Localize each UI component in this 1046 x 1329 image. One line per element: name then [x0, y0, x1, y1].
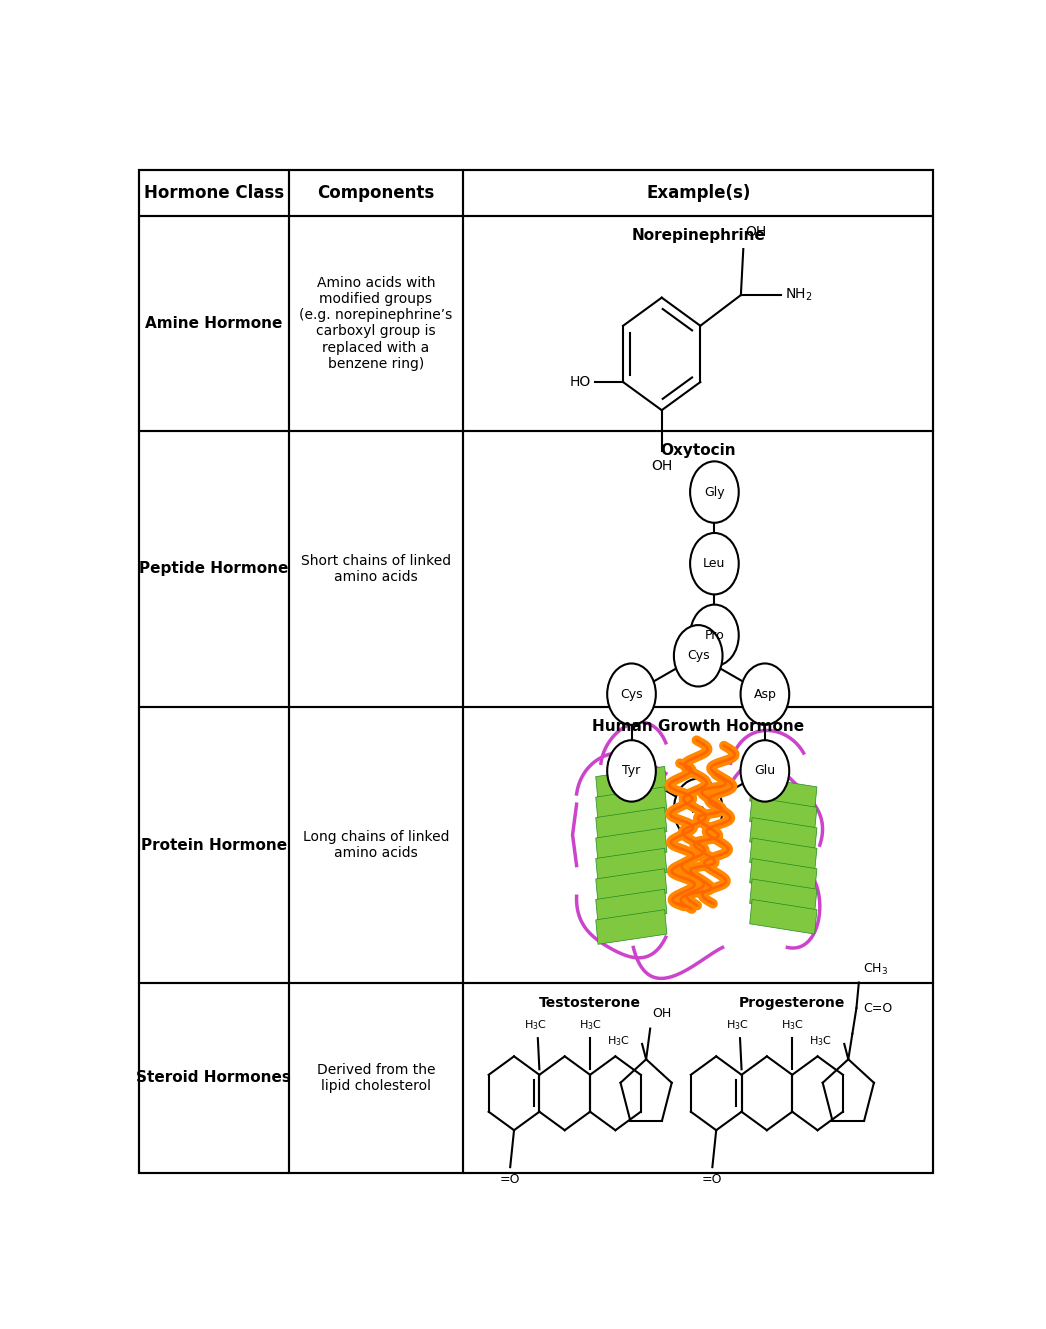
Polygon shape [750, 839, 817, 873]
Circle shape [690, 605, 738, 666]
Text: Cys: Cys [620, 687, 643, 700]
Text: H$_3$C: H$_3$C [810, 1034, 833, 1047]
Polygon shape [596, 909, 667, 945]
Text: Human Growth Hormone: Human Growth Hormone [592, 719, 804, 734]
Text: Oxytocin: Oxytocin [660, 443, 736, 459]
Polygon shape [596, 889, 667, 924]
Text: H$_3$C: H$_3$C [524, 1018, 547, 1033]
Text: Progesterone: Progesterone [740, 995, 845, 1010]
Text: Asp: Asp [753, 687, 776, 700]
Circle shape [690, 461, 738, 522]
Circle shape [674, 779, 723, 840]
Text: Peptide Hormone: Peptide Hormone [139, 561, 289, 577]
Text: OH: OH [653, 1007, 672, 1021]
Text: Short chains of linked
amino acids: Short chains of linked amino acids [301, 554, 451, 583]
Text: Leu: Leu [703, 557, 726, 570]
Text: Cys: Cys [687, 650, 709, 662]
Text: HO: HO [569, 375, 591, 389]
Text: Amino acids with
modified groups
(e.g. norepinephrine’s
carboxyl group is
replac: Amino acids with modified groups (e.g. n… [299, 275, 453, 371]
Text: H$_3$C: H$_3$C [607, 1034, 630, 1047]
Text: H$_3$C: H$_3$C [578, 1018, 601, 1033]
Text: H$_3$C: H$_3$C [726, 1018, 749, 1033]
Circle shape [607, 663, 656, 724]
Text: Tyr: Tyr [622, 764, 640, 777]
Text: NH$_2$: NH$_2$ [786, 287, 813, 303]
Polygon shape [596, 767, 667, 801]
Text: OH: OH [651, 460, 673, 473]
Polygon shape [750, 817, 817, 852]
Polygon shape [596, 828, 667, 863]
Text: Norepinephrine: Norepinephrine [632, 229, 765, 243]
Polygon shape [596, 848, 667, 882]
Text: =O: =O [702, 1174, 723, 1185]
Polygon shape [750, 797, 817, 832]
Circle shape [741, 740, 790, 801]
Circle shape [674, 625, 723, 687]
Text: Glu: Glu [754, 764, 775, 777]
Text: Pro: Pro [705, 629, 724, 642]
Text: =O: =O [500, 1174, 521, 1185]
Text: Example(s): Example(s) [646, 183, 750, 202]
Text: Derived from the
lipid cholesterol: Derived from the lipid cholesterol [317, 1063, 435, 1092]
Polygon shape [596, 869, 667, 904]
Text: H$_3$C: H$_3$C [780, 1018, 803, 1033]
Text: Long chains of linked
amino acids: Long chains of linked amino acids [302, 831, 449, 860]
Text: OH: OH [745, 225, 766, 239]
Text: Ile: Ile [690, 803, 706, 816]
Circle shape [690, 533, 738, 594]
Polygon shape [750, 776, 817, 811]
Text: Hormone Class: Hormone Class [143, 183, 283, 202]
Circle shape [607, 740, 656, 801]
Text: Steroid Hormones: Steroid Hormones [136, 1070, 291, 1086]
Circle shape [741, 663, 790, 724]
Text: CH$_3$: CH$_3$ [863, 962, 888, 977]
Polygon shape [750, 878, 817, 913]
Text: Protein Hormone: Protein Hormone [141, 837, 287, 853]
Text: Gly: Gly [704, 485, 725, 498]
Text: Amine Hormone: Amine Hormone [145, 316, 282, 331]
Polygon shape [596, 787, 667, 821]
Text: Testosterone: Testosterone [539, 995, 641, 1010]
Text: Components: Components [317, 183, 434, 202]
Text: C=O: C=O [863, 1002, 892, 1014]
Polygon shape [750, 859, 817, 893]
Polygon shape [596, 807, 667, 843]
Polygon shape [750, 900, 817, 934]
